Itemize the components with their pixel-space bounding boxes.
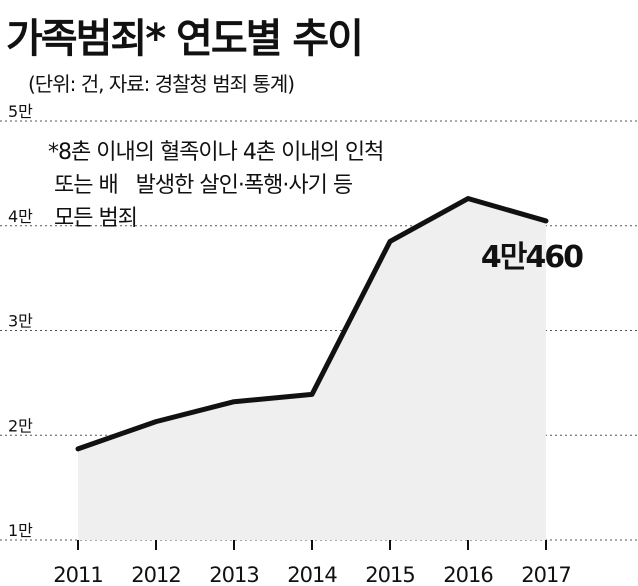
y-tick-label: 3만 xyxy=(8,312,33,331)
x-tick-label: 2017 xyxy=(521,563,570,586)
annotations: 4만460 xyxy=(481,240,585,275)
x-tick-label: 2012 xyxy=(131,563,180,586)
y-tick-label: 2만 xyxy=(8,416,33,435)
y-tick-label: 4만 xyxy=(8,207,33,226)
footnote: *8촌 이내의 혈족이나 4촌 이내의 인척 또는 배 발생한 살인·폭행·사기… xyxy=(48,136,384,235)
y-tick-label: 5만 xyxy=(8,102,33,121)
y-tick-label: 1만 xyxy=(8,521,33,540)
y-axis-ticks: 1만 2만 3만 4만 5만 xyxy=(8,102,33,540)
x-axis-ticks: 2011 2012 2013 2014 2015 2016 2017 xyxy=(53,540,572,586)
value-annotation: 4만460 xyxy=(481,240,583,275)
page-title: 가족범죄* 연도별 추이 xyxy=(6,16,364,62)
page-subtitle: (단위: 건, 자료: 경찰청 범죄 통계) xyxy=(28,72,295,96)
footnote-line: 또는 배 발생한 살인·폭행·사기 등 xyxy=(48,173,353,198)
x-tick-label: 2014 xyxy=(287,563,337,586)
footnote-line: *8촌 이내의 혈족이나 4촌 이내의 인척 xyxy=(48,140,384,165)
x-tick-label: 2013 xyxy=(209,563,258,586)
area-fill xyxy=(78,198,546,540)
x-tick-label: 2016 xyxy=(443,563,493,586)
area-series xyxy=(75,196,549,540)
footnote-line: 모든 범죄 xyxy=(48,206,138,231)
x-tick-label: 2011 xyxy=(53,563,102,586)
x-tick-label: 2015 xyxy=(365,563,414,586)
